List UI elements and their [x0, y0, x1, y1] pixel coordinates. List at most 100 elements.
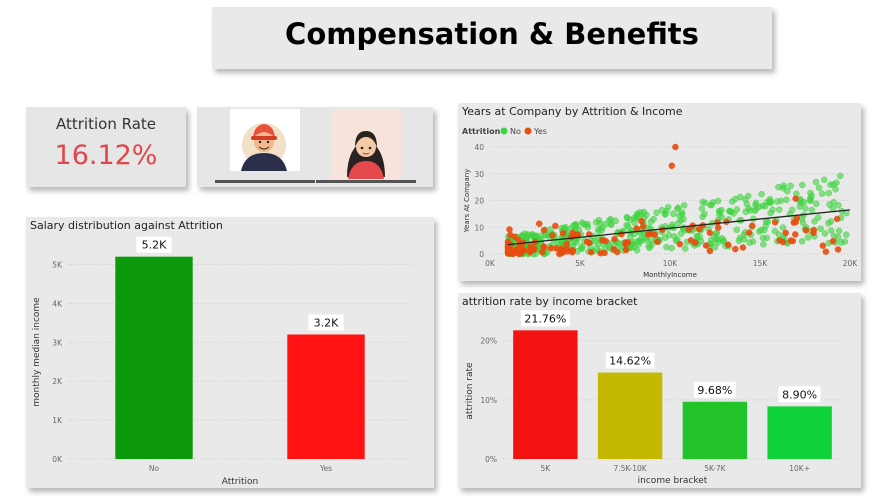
scatter-point [650, 215, 657, 223]
scatter-point [810, 226, 818, 234]
scatter-point [653, 209, 660, 217]
scatter-chart-title: Years at Company by Attrition & Income [462, 105, 683, 118]
scatter-point [596, 220, 604, 227]
attrition-rate-card[interactable]: Attrition Rate 16.12% [26, 107, 186, 187]
scatter-point [749, 222, 756, 229]
scatter-point [760, 241, 767, 248]
bracket-chart-title: attrition rate by income bracket [462, 295, 638, 308]
scatter-point [779, 224, 787, 231]
x-tick-label: 10K [663, 259, 679, 268]
scatter-point [648, 241, 656, 248]
scatter-point [578, 219, 586, 226]
male-avatar-icon [215, 109, 315, 183]
scatter-point [622, 246, 630, 254]
scatter-point [832, 185, 839, 193]
salary-distribution-panel[interactable]: Salary distribution against Attrition 0K… [26, 217, 434, 488]
scatter-point [771, 227, 779, 235]
scatter-point [695, 225, 703, 233]
legend-label: No [510, 127, 521, 136]
scatter-point [633, 247, 641, 254]
scatter-point [602, 220, 609, 228]
scatter-point [668, 244, 675, 252]
scatter-point [817, 225, 824, 232]
scatter-point [676, 240, 684, 248]
scatter-point [701, 210, 708, 218]
scatter-point [792, 231, 799, 238]
scatter-point [833, 215, 841, 223]
scatter-point [547, 226, 554, 233]
scatter-point [752, 206, 760, 213]
scatter-point [815, 184, 823, 192]
scatter-point [506, 226, 513, 233]
scatter-point [782, 229, 789, 237]
scatter-point [752, 199, 760, 207]
x-tick-label: Yes [319, 464, 332, 473]
scatter-point [745, 205, 752, 212]
scatter-point [505, 249, 513, 256]
kpi-label: Attrition Rate [56, 115, 156, 133]
scatter-point [664, 203, 672, 211]
scatter-point [758, 190, 765, 198]
legend-marker [500, 127, 508, 135]
scatter-point [618, 230, 625, 238]
scatter-point [587, 248, 595, 256]
scatter-point [715, 207, 723, 215]
scatter-point [825, 189, 833, 197]
scatter-point [835, 202, 842, 209]
x-tick-label: 15K [753, 259, 769, 268]
data-label: 9.68% [697, 384, 732, 397]
scatter-point [702, 242, 710, 249]
scatter-point [763, 234, 770, 242]
scatter-point [767, 209, 774, 217]
data-label-bg [605, 352, 655, 369]
scatter-point [563, 245, 571, 253]
scatter-point [599, 236, 606, 244]
scatter-point [583, 238, 591, 245]
scatter-point [834, 246, 842, 253]
scatter-point [579, 243, 586, 250]
scatter-point [633, 225, 641, 232]
bar [115, 256, 193, 459]
income-bracket-panel[interactable]: attrition rate by income bracket 0% 10% 20… [458, 293, 861, 488]
scatter-point [808, 206, 816, 214]
scatter-point [829, 238, 837, 245]
y-tick-label: 10% [480, 396, 497, 405]
scatter-point [696, 233, 704, 241]
scatter-point [799, 219, 807, 226]
scatter-point [727, 208, 735, 216]
scatter-point [711, 234, 718, 241]
scatter-point [669, 210, 677, 218]
years-at-company-panel[interactable]: Years at Company by Attrition & Income A… [458, 103, 861, 281]
scatter-point [681, 245, 689, 252]
scatter-point [796, 203, 804, 210]
scatter-point [674, 204, 682, 211]
data-label: 8.90% [782, 388, 817, 401]
data-label: 21.76% [524, 312, 566, 325]
y-axis-title: monthly median income [32, 297, 42, 407]
scatter-point [530, 245, 538, 252]
scatter-point [783, 196, 790, 203]
scatter-point [611, 235, 618, 243]
scatter-point [735, 237, 743, 245]
x-axis-title: MonthlyIncome [643, 271, 697, 279]
scatter-point [538, 248, 546, 256]
data-label: 14.62% [609, 355, 651, 368]
data-label-bg [693, 381, 736, 398]
scatter-point [813, 200, 820, 208]
y-tick-label: 4K [52, 299, 63, 308]
scatter-point [825, 219, 832, 227]
scatter-point [733, 206, 741, 213]
scatter-point [724, 241, 732, 248]
y-tick-label: 20 [474, 197, 484, 206]
bar [767, 406, 832, 459]
scatter-point [597, 249, 604, 257]
trend-line [507, 209, 851, 246]
x-tick-label: 7.5K-10K [614, 464, 648, 473]
scatter-point [808, 192, 815, 200]
x-tick-label: 5K [541, 464, 552, 473]
scatter-point [612, 217, 619, 225]
y-tick-label: 0 [479, 250, 484, 259]
scatter-point [677, 217, 685, 224]
y-tick-label: 20% [480, 337, 497, 346]
scatter-point [762, 218, 770, 225]
